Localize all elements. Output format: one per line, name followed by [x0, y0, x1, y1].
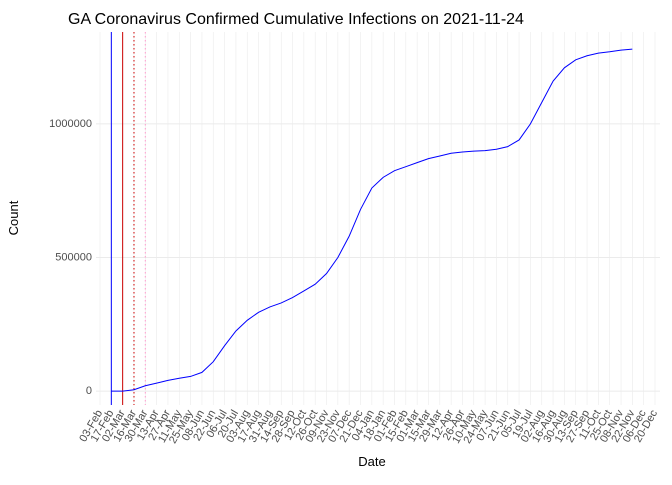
y-tick-label: 500000	[55, 251, 92, 263]
data-line	[111, 48, 633, 392]
y-axis-label: Count	[6, 200, 21, 235]
y-tick-label: 0	[86, 385, 92, 397]
x-axis-label: Date	[358, 454, 385, 469]
y-tick-label: 1000000	[49, 118, 92, 130]
chart-title: GA Coronavirus Confirmed Cumulative Infe…	[68, 11, 524, 28]
